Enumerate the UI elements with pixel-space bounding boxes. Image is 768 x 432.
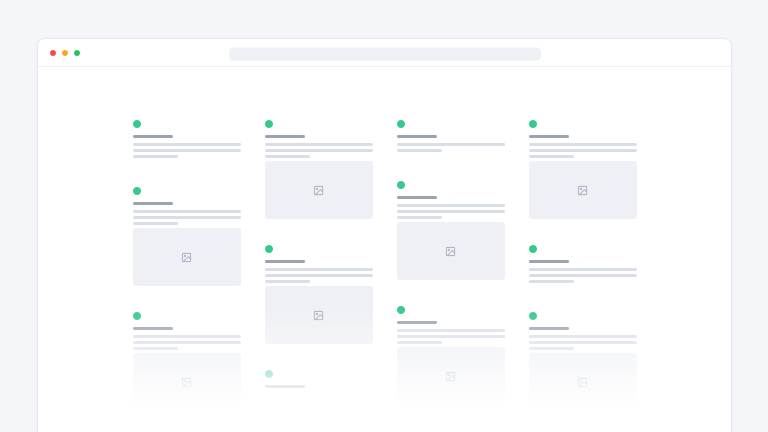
image-placeholder (132, 353, 241, 411)
name-placeholder (396, 135, 437, 138)
text-line-placeholder (132, 335, 241, 338)
post-card[interactable] (127, 306, 247, 417)
text-line-placeholder (132, 143, 241, 146)
post-card[interactable] (259, 239, 379, 350)
image-icon (445, 371, 456, 381)
text-line-placeholder (264, 149, 373, 152)
text-line-placeholder (528, 149, 637, 152)
avatar-dot (264, 120, 273, 128)
name-placeholder (264, 135, 305, 138)
post-card[interactable] (127, 114, 247, 167)
text-line-placeholder (132, 210, 241, 213)
text-line-placeholder (528, 280, 574, 283)
avatar-dot (396, 120, 405, 128)
post-card[interactable] (391, 300, 511, 411)
text-line-placeholder (132, 347, 178, 350)
card-grid (38, 67, 731, 422)
post-card[interactable] (391, 114, 511, 161)
name-placeholder (264, 260, 305, 263)
text-line-placeholder (396, 341, 442, 344)
avatar-dot (132, 312, 141, 320)
text-line-placeholder (528, 274, 637, 277)
name-placeholder (264, 385, 305, 388)
text-line-placeholder (528, 155, 574, 158)
card-column-4 (523, 114, 643, 422)
card-column-3 (391, 114, 511, 422)
image-icon (181, 252, 192, 262)
image-placeholder (264, 161, 373, 219)
image-placeholder (396, 347, 505, 405)
image-icon (313, 310, 324, 320)
minimize-button[interactable] (62, 49, 68, 56)
text-line-placeholder (528, 347, 574, 350)
close-button[interactable] (50, 49, 56, 56)
post-card[interactable] (259, 364, 379, 422)
post-card[interactable] (259, 114, 379, 225)
avatar-dot (396, 181, 405, 189)
avatar-dot (264, 245, 273, 253)
browser-window (37, 38, 732, 432)
image-placeholder (528, 353, 637, 411)
image-placeholder (264, 286, 373, 344)
text-line-placeholder (264, 274, 373, 277)
avatar-dot (528, 245, 537, 253)
text-line-placeholder (264, 143, 373, 146)
name-placeholder (528, 135, 569, 138)
text-line-placeholder (528, 268, 637, 271)
image-icon (445, 246, 456, 256)
text-line-placeholder (396, 143, 505, 146)
image-icon (577, 377, 588, 387)
url-bar[interactable] (228, 47, 541, 61)
text-line-placeholder (132, 149, 241, 152)
text-line-placeholder (132, 341, 241, 344)
text-line-placeholder (528, 335, 637, 338)
image-icon (577, 185, 588, 195)
name-placeholder (396, 196, 437, 199)
text-line-placeholder (264, 280, 310, 283)
name-placeholder (528, 260, 569, 263)
avatar-dot (132, 187, 141, 195)
text-line-placeholder (396, 329, 505, 332)
text-line-placeholder (528, 143, 637, 146)
image-placeholder (396, 222, 505, 280)
image-icon (181, 377, 192, 387)
avatar-dot (264, 370, 273, 378)
name-placeholder (528, 327, 569, 330)
text-line-placeholder (396, 210, 505, 213)
card-column-1 (127, 114, 247, 422)
card-column-2 (259, 114, 379, 422)
avatar-dot (528, 312, 537, 320)
text-line-placeholder (132, 216, 241, 219)
post-card[interactable] (127, 181, 247, 292)
text-line-placeholder (132, 222, 178, 225)
name-placeholder (132, 327, 173, 330)
text-line-placeholder (396, 216, 442, 219)
text-line-placeholder (396, 204, 505, 207)
post-card[interactable] (523, 239, 643, 292)
text-line-placeholder (264, 268, 373, 271)
text-line-placeholder (132, 155, 178, 158)
text-line-placeholder (264, 155, 310, 158)
name-placeholder (132, 202, 173, 205)
post-card[interactable] (523, 306, 643, 417)
name-placeholder (396, 321, 437, 324)
image-placeholder (132, 228, 241, 286)
maximize-button[interactable] (74, 49, 80, 56)
browser-titlebar (38, 39, 731, 67)
image-icon (313, 185, 324, 195)
text-line-placeholder (396, 149, 442, 152)
image-placeholder (528, 161, 637, 219)
avatar-dot (132, 120, 141, 128)
avatar-dot (396, 306, 405, 314)
post-card[interactable] (523, 114, 643, 225)
text-line-placeholder (396, 335, 505, 338)
avatar-dot (528, 120, 537, 128)
traffic-lights (50, 49, 80, 56)
name-placeholder (132, 135, 173, 138)
post-card[interactable] (391, 175, 511, 286)
text-line-placeholder (528, 341, 637, 344)
